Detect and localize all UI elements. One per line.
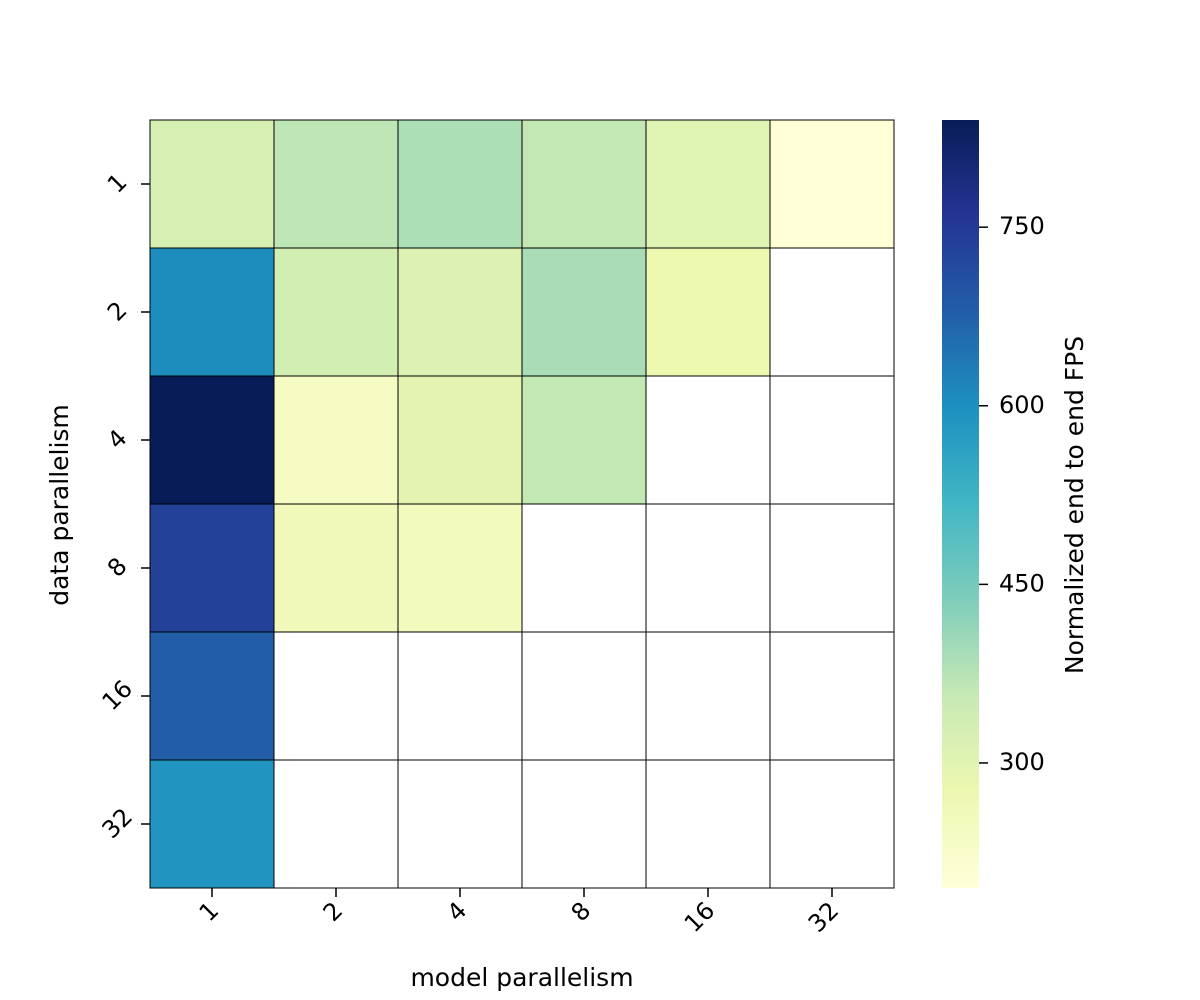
colorbar-tick-label: 600 xyxy=(999,391,1045,419)
heatmap-cell xyxy=(521,247,647,377)
y-tick-label: 1 xyxy=(102,168,133,199)
colorbar: 300 450 600 750 Normalized end to end FPS xyxy=(942,120,1089,888)
heatmap-cell xyxy=(397,503,523,633)
heatmap-cell xyxy=(769,247,895,377)
heatmap-cells xyxy=(149,119,895,889)
heatmap-cell xyxy=(273,503,399,633)
heatmap-cell xyxy=(397,375,523,505)
heatmap-cell xyxy=(273,247,399,377)
heatmap-cell xyxy=(273,119,399,249)
x-tick-label: 2 xyxy=(318,896,349,927)
y-tick-label: 4 xyxy=(102,424,133,455)
colorbar-tick-label: 750 xyxy=(999,212,1045,240)
heatmap-cell xyxy=(149,119,275,249)
heatmap-cell xyxy=(645,375,771,505)
colorbar-tick-label: 300 xyxy=(999,748,1045,776)
x-axis-label: model parallelism xyxy=(410,963,633,992)
x-axis: 1 2 4 8 16 32 xyxy=(194,888,844,938)
heatmap-cell xyxy=(397,631,523,761)
heatmap-cell xyxy=(149,631,275,761)
heatmap-cell xyxy=(645,503,771,633)
y-tick-label: 2 xyxy=(102,296,133,327)
heatmap-cell xyxy=(149,375,275,505)
y-tick-label: 32 xyxy=(97,803,138,844)
y-tick-label: 16 xyxy=(97,675,138,716)
heatmap-cell xyxy=(521,759,647,889)
colorbar-label: Normalized end to end FPS xyxy=(1060,336,1089,674)
heatmap-cell xyxy=(769,375,895,505)
colorbar-ticks: 300 450 600 750 xyxy=(979,212,1045,776)
heatmap-cell xyxy=(149,503,275,633)
colorbar-gradient xyxy=(942,120,979,888)
heatmap-cell xyxy=(521,119,647,249)
x-tick-label: 16 xyxy=(679,896,720,937)
heatmap-cell xyxy=(521,375,647,505)
y-axis: 1 2 4 8 16 32 xyxy=(97,168,150,844)
heatmap-cell xyxy=(769,119,895,249)
heatmap-cell xyxy=(397,759,523,889)
x-tick-label: 32 xyxy=(803,896,844,937)
heatmap-cell xyxy=(645,759,771,889)
heatmap-cell xyxy=(769,503,895,633)
heatmap-cell xyxy=(645,247,771,377)
heatmap-cell xyxy=(273,631,399,761)
x-tick-label: 8 xyxy=(566,896,597,927)
heatmap-cell xyxy=(645,631,771,761)
heatmap-cell xyxy=(769,631,895,761)
heatmap-cell xyxy=(521,503,647,633)
heatmap-cell xyxy=(397,247,523,377)
colorbar-tick-label: 450 xyxy=(999,569,1045,597)
x-tick-label: 1 xyxy=(194,896,225,927)
y-tick-label: 8 xyxy=(102,552,133,583)
heatmap-cell xyxy=(769,759,895,889)
heatmap-cell xyxy=(521,631,647,761)
heatmap-cell xyxy=(397,119,523,249)
heatmap-cell xyxy=(149,247,275,377)
heatmap-cell xyxy=(273,375,399,505)
x-tick-label: 4 xyxy=(442,896,473,927)
heatmap-cell xyxy=(273,759,399,889)
y-axis-label: data parallelism xyxy=(45,404,74,606)
heatmap-cell xyxy=(645,119,771,249)
heatmap-cell xyxy=(149,759,275,889)
